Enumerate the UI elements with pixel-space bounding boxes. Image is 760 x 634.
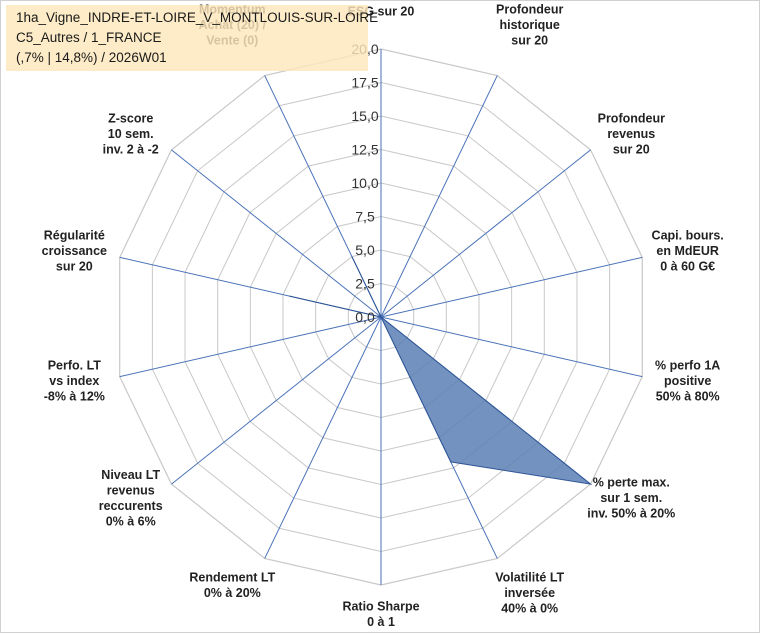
axis-label-line: Régularité [44,229,105,243]
axis-label-line: Ratio Sharpe [342,600,419,614]
tick-label: 0,0 [355,309,375,325]
tick-label: 17,5 [351,75,378,91]
axis-spoke [380,75,498,318]
chart-title-line-3: (,7% | 14,8%) / 2026W01 [16,50,167,65]
chart-title-line-1: 1ha_Vigne_INDRE-ET-LOIRE_V_MONTLOUIS-SUR… [16,10,379,25]
axis-label: Ratio Sharpe 0 à 1 [342,600,419,630]
axis-label-line: Note [367,1,395,3]
chart-title-line-2: C5_Autres / 1_FRANCE [16,30,162,45]
axis-spoke [380,149,591,318]
axis-label-line: Profondeur [496,3,563,17]
axis-label: Perfo. LT vs index -8% à 12% [44,359,105,404]
axis-label: % perte max. sur 1 sem. inv. 50% à 20% [587,476,675,521]
series-area [289,256,593,485]
radar-series [289,256,593,485]
tick-label: 7,5 [355,209,375,225]
axis-spoke [380,256,643,318]
axis-label: Niveau LT revenus reccurents 0% à 6% [99,468,163,529]
tick-label: 15,0 [351,108,378,124]
axis-spoke [264,316,382,559]
axis-label-line: Volatilité LT [495,571,564,585]
axis-label: Volatilité LT inversée 40% à 0% [495,571,564,616]
axis-label-line: inv. 50% à 20% [587,507,675,521]
axis-label-line: positive [664,374,711,388]
axis-label-line: % perte max. [593,476,670,490]
chart-title-box: 1ha_Vigne_INDRE-ET-LOIRE_V_MONTLOUIS-SUR… [6,5,378,71]
axis-label-line: Profondeur [598,112,665,126]
axis-label: Profondeur historique sur 20 [496,3,563,48]
axis-label-line: inv. 2 à -2 [103,143,159,157]
axis-spoke [171,316,382,485]
axis-label-line: sur 1 sem. [600,491,662,505]
tick-label: 5,0 [355,242,375,258]
axis-label-line: Rendement LT [189,571,275,585]
axis-label-line: Z-score [108,112,153,126]
axis-label-line: 40% à 0% [501,602,558,616]
axis-label-line: vs index [49,374,99,388]
axis-label: Profondeur revenus sur 20 [598,112,665,157]
axis-label-line: 10 sem. [108,127,154,141]
axis-label-line: % perfo 1A [655,359,720,373]
axis-spoke [119,316,382,378]
tick-label: 12,5 [351,142,378,158]
axis-label-line: Perfo. LT [48,359,102,373]
axis-label-line: 0 à 1 [367,615,395,629]
radar-tick-labels: 0,02,55,07,510,012,515,017,520,0 [351,41,378,325]
axis-label-line: sur 20 [613,143,650,157]
tick-label: 10,0 [351,175,378,191]
axis-label: Régularité croissance sur 20 [42,229,107,274]
axis-label: % perfo 1A positive 50% à 80% [655,359,720,404]
axis-label-line: revenus [607,127,655,141]
axis-label-line: historique [499,18,559,32]
axis-label-line: -8% à 12% [44,390,105,404]
axis-label-line: Capi. bours. [652,229,724,243]
axis-label-line: 0% à 20% [204,586,261,600]
axis-spoke [171,149,382,318]
axis-label: Capi. bours. en MdEUR 0 à 60 G€ [652,229,724,274]
axis-label: Z-score 10 sem. inv. 2 à -2 [103,112,159,157]
axis-label-line: croissance [42,244,107,258]
axis-label-line: 0 à 60 G€ [660,260,715,274]
tick-label: 2,5 [355,276,375,292]
axis-label-line: reccurents [99,499,163,513]
axis-label-line: sur 20 [56,260,93,274]
axis-label-line: 50% à 80% [656,390,720,404]
axis-label-line: en MdEUR [656,244,719,258]
axis-label: Rendement LT 0% à 20% [189,571,275,601]
axis-label-line: 0% à 6% [106,514,156,528]
axis-label-line: revenus [107,483,155,497]
axis-spoke [380,316,643,378]
axis-label-line: inversée [504,586,555,600]
axis-label-line: sur 20 [511,34,548,48]
axis-label-line: Niveau LT [101,468,160,482]
